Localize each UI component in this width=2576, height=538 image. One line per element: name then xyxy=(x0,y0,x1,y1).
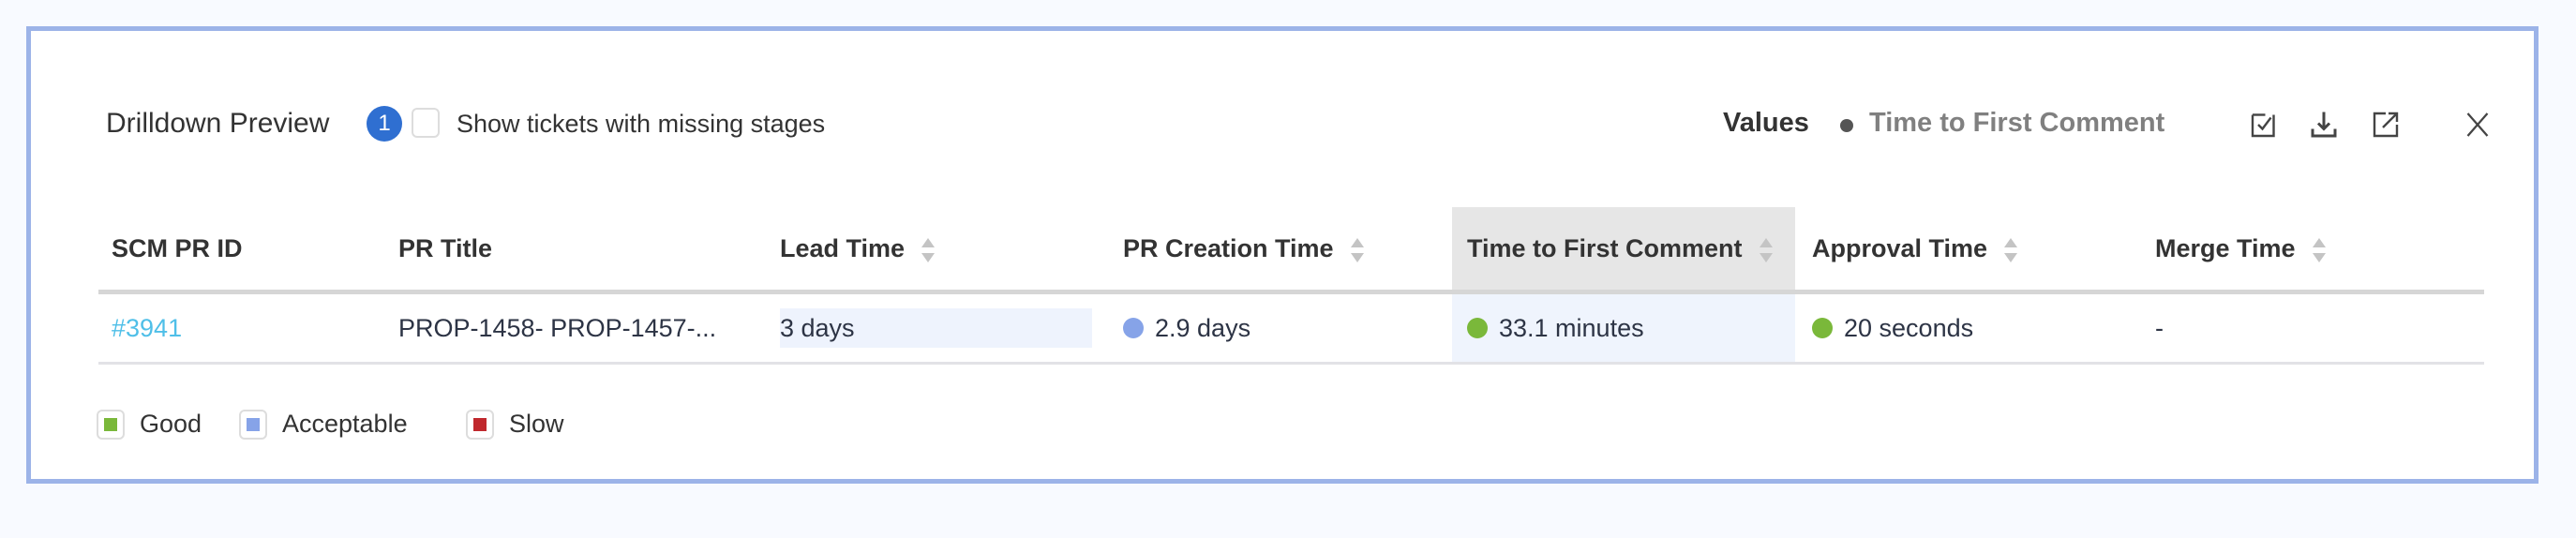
drilldown-preview-panel: Drilldown Preview 1 Show tickets with mi… xyxy=(26,26,2539,484)
close-icon[interactable] xyxy=(2461,108,2494,142)
missing-stages-checkbox[interactable] xyxy=(412,108,440,138)
pr-creation-time-cell: 2.9 days xyxy=(1123,294,1251,362)
legend-label-good: Good xyxy=(140,410,202,438)
values-label: Values xyxy=(1723,108,1809,138)
legend-swatch-acceptable xyxy=(239,410,267,440)
time-to-first-comment-cell: 33.1 minutes xyxy=(1452,294,1795,362)
sort-icon[interactable] xyxy=(2312,237,2326,262)
approval-time-cell: 20 seconds xyxy=(1812,294,1973,362)
legend-label-slow: Slow xyxy=(509,410,564,438)
checkbox-select-icon[interactable] xyxy=(2247,108,2281,142)
good-status-dot xyxy=(1467,317,1488,338)
table-header: SCM PR ID PR Title Lead Time PR Creation… xyxy=(98,207,2484,294)
sort-icon[interactable] xyxy=(1759,237,1773,262)
download-icon[interactable] xyxy=(2307,108,2341,142)
metric-label: Time to First Comment xyxy=(1869,108,2165,138)
legend-swatch-good xyxy=(97,410,125,440)
pr-id-link[interactable]: #3941 xyxy=(112,314,183,342)
sort-icon[interactable] xyxy=(2004,237,2018,262)
pr-title-cell: PROP-1458- PROP-1457-... xyxy=(398,314,717,342)
column-header-scm-pr-id: SCM PR ID xyxy=(112,234,243,262)
lead-time-cell: 3 days xyxy=(780,308,1092,348)
panel-title: Drilldown Preview xyxy=(106,108,330,139)
column-header-merge-time[interactable]: Merge Time xyxy=(2155,207,2326,290)
column-header-lead-time[interactable]: Lead Time xyxy=(780,207,936,290)
column-header-pr-title: PR Title xyxy=(398,234,493,262)
sort-icon[interactable] xyxy=(921,237,936,262)
legend-label-acceptable: Acceptable xyxy=(282,410,408,438)
column-header-approval-time[interactable]: Approval Time xyxy=(1812,207,2018,290)
sort-icon[interactable] xyxy=(1350,237,1364,262)
acceptable-status-dot xyxy=(1123,317,1144,338)
column-header-time-to-first-comment[interactable]: Time to First Comment xyxy=(1452,207,1795,290)
legend-swatch-slow xyxy=(466,410,494,440)
table-row: #3941 PROP-1458- PROP-1457-... 3 days 2.… xyxy=(98,294,2484,365)
merge-time-cell: - xyxy=(2155,314,2164,342)
missing-stages-label[interactable]: Show tickets with missing stages xyxy=(457,110,826,138)
good-status-dot xyxy=(1812,317,1833,338)
count-badge: 1 xyxy=(367,106,402,142)
bullet-separator xyxy=(1840,119,1853,132)
open-external-icon[interactable] xyxy=(2369,108,2403,142)
column-header-pr-creation-time[interactable]: PR Creation Time xyxy=(1123,207,1364,290)
